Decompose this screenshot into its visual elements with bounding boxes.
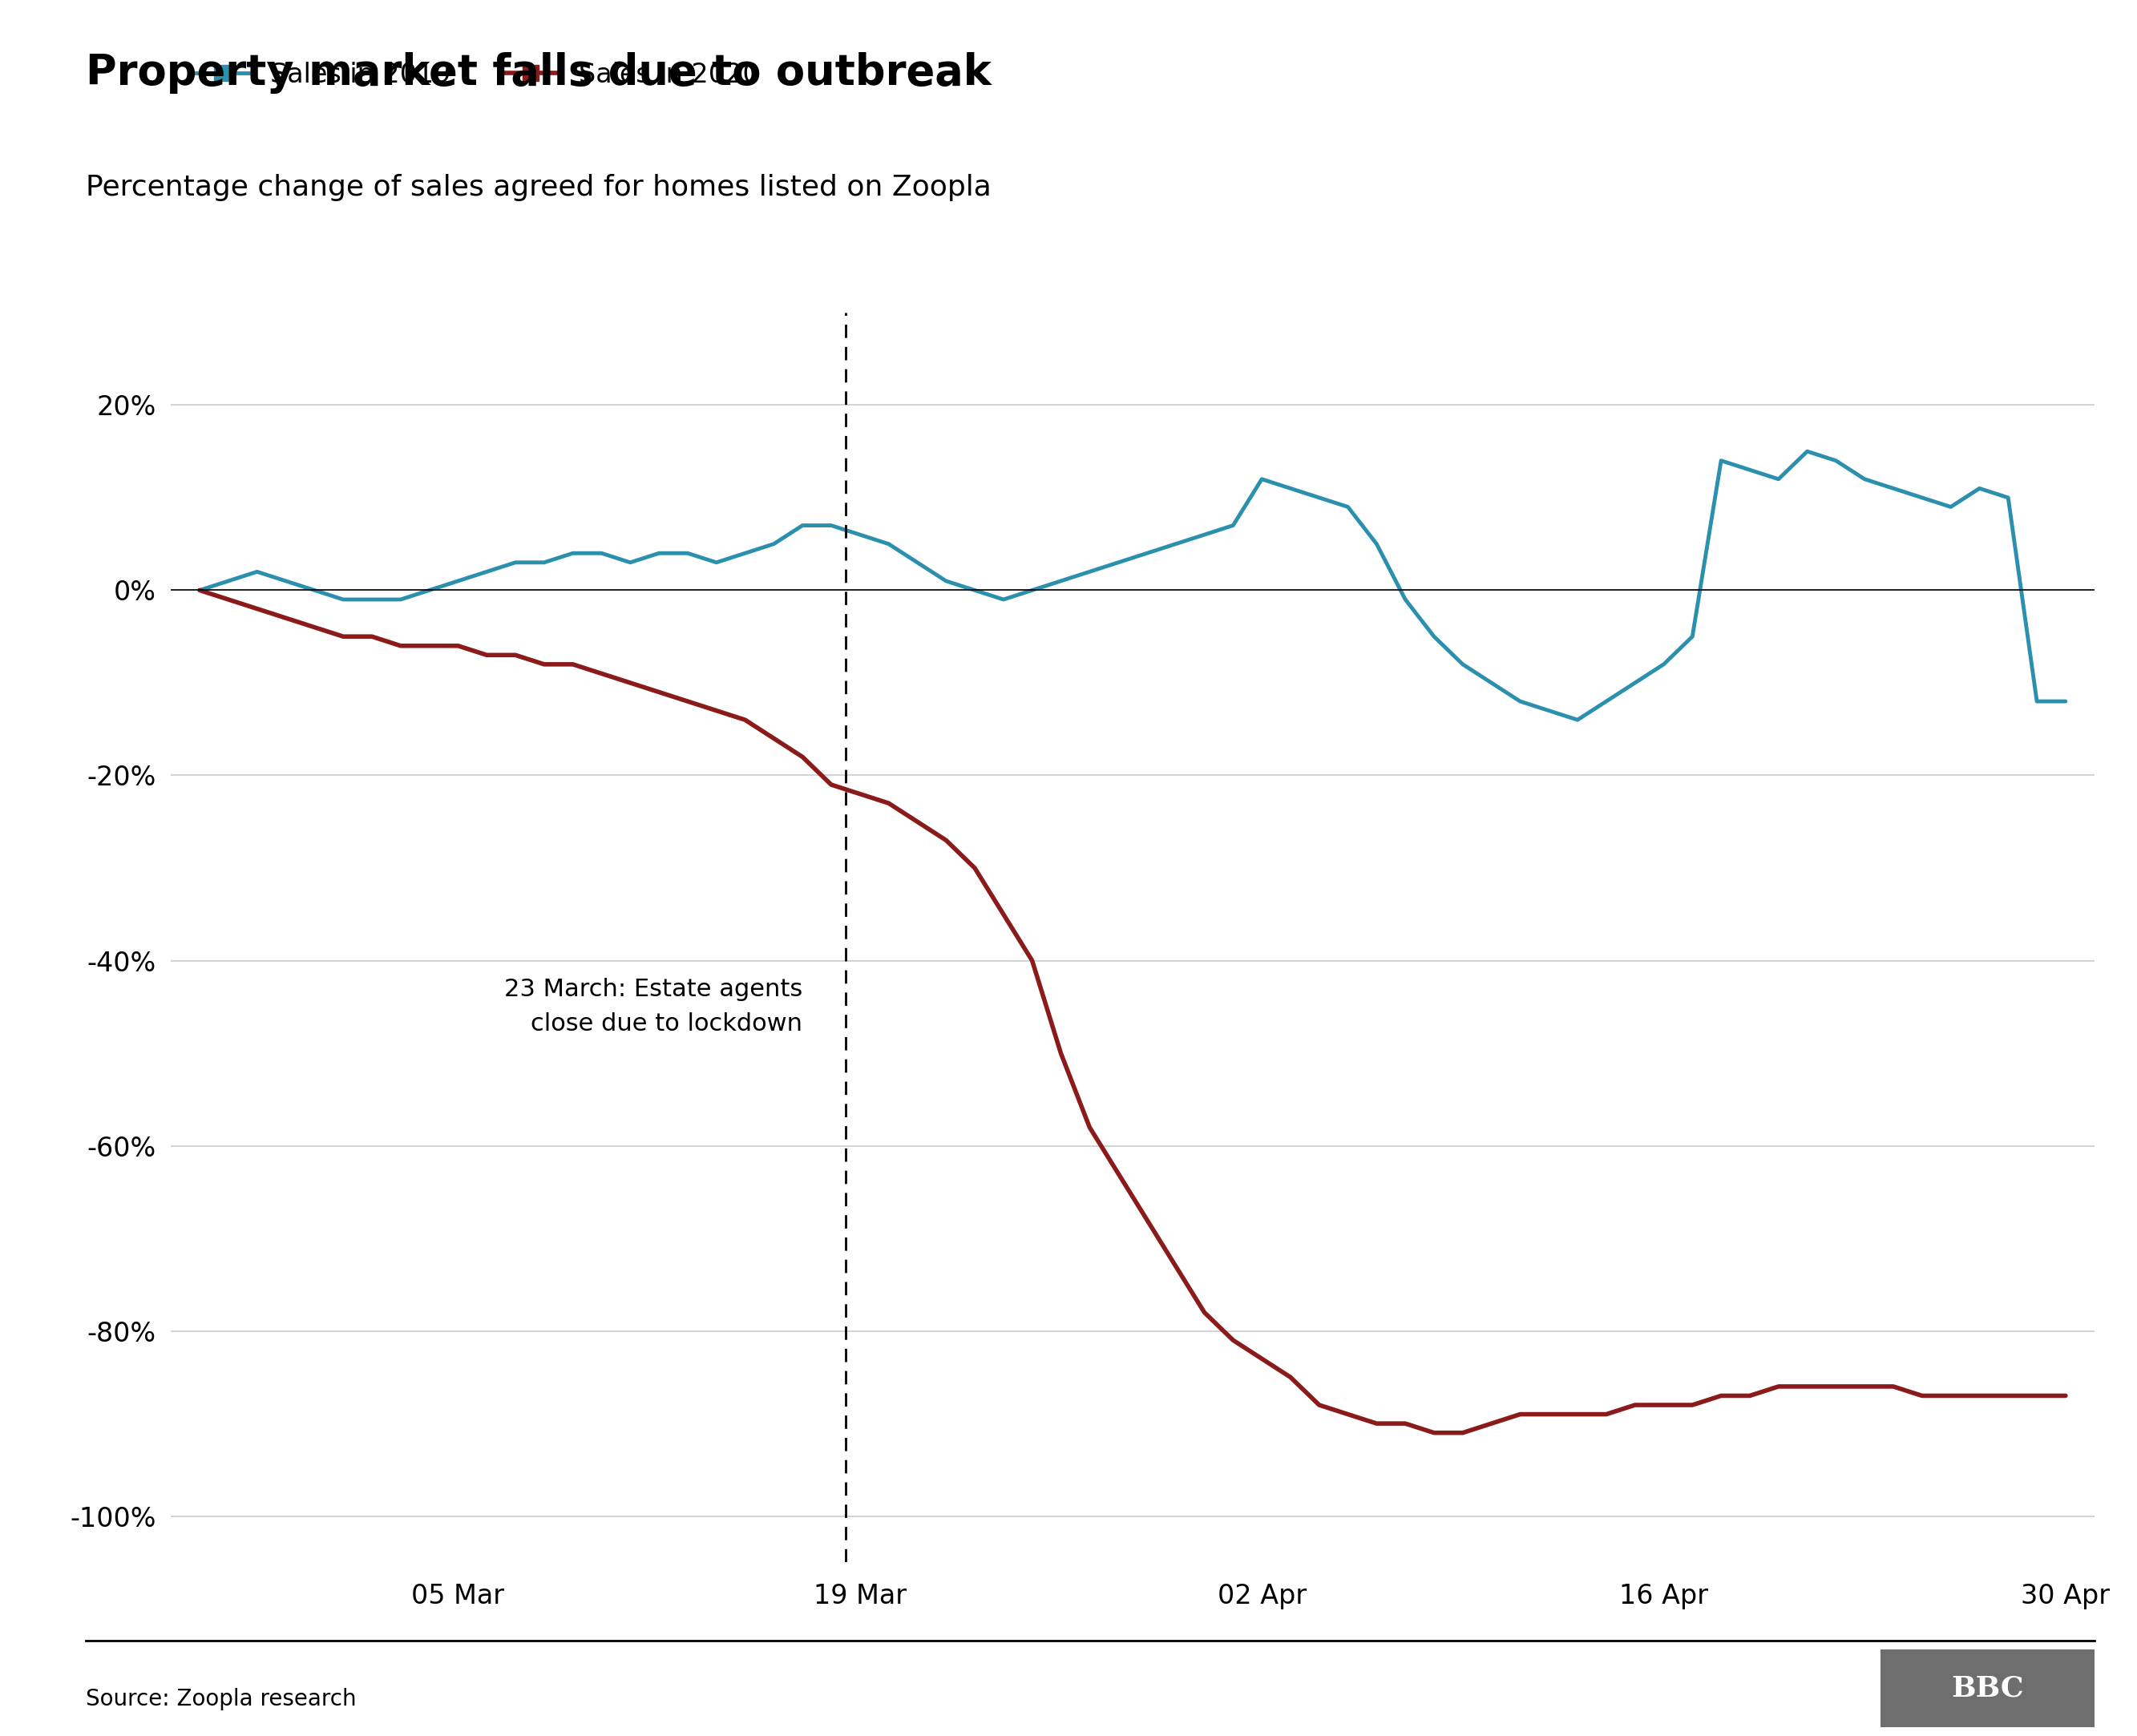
Text: Property market falls due to outbreak: Property market falls due to outbreak <box>85 52 992 94</box>
Legend: Sales in 2019, Sales in 2020: Sales in 2019, Sales in 2020 <box>184 50 769 99</box>
Text: Percentage change of sales agreed for homes listed on Zoopla: Percentage change of sales agreed for ho… <box>85 174 992 201</box>
Text: 23 March: Estate agents
close due to lockdown: 23 March: Estate agents close due to loc… <box>504 977 804 1036</box>
Text: Source: Zoopla research: Source: Zoopla research <box>85 1687 357 1710</box>
Text: BBC: BBC <box>1951 1675 2024 1701</box>
